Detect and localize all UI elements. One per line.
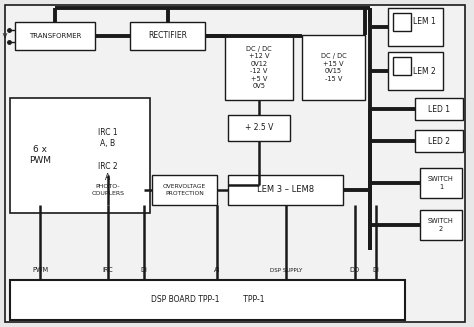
Text: IRC 1
A, B

IRC 2
A: IRC 1 A, B IRC 2 A: [98, 128, 118, 182]
Bar: [15, 22, 95, 50]
Bar: [225, 35, 293, 100]
Text: SWITCH
1: SWITCH 1: [428, 176, 454, 190]
Text: PWM: PWM: [32, 267, 48, 273]
Bar: [393, 57, 411, 75]
Text: DSP SUPPLY: DSP SUPPLY: [270, 268, 302, 273]
Bar: [152, 175, 217, 205]
Bar: [228, 175, 343, 205]
Text: DSP BOARD TPP-1          TPP-1: DSP BOARD TPP-1 TPP-1: [151, 296, 264, 304]
Bar: [130, 22, 205, 50]
Bar: [72, 175, 144, 205]
Bar: [388, 8, 443, 46]
Text: AI: AI: [214, 267, 220, 273]
Text: DC / DC
+12 V
0V12
-12 V
+5 V
0V5: DC / DC +12 V 0V12 -12 V +5 V 0V5: [246, 46, 272, 89]
Text: LEM 2: LEM 2: [413, 66, 436, 76]
Bar: [302, 35, 365, 100]
Bar: [72, 105, 144, 205]
Text: DI: DI: [373, 267, 380, 273]
Bar: [15, 105, 65, 205]
Bar: [10, 280, 405, 320]
Text: 230 V: 230 V: [0, 33, 7, 39]
Text: DI: DI: [141, 267, 147, 273]
Text: LEM 3 – LEM8: LEM 3 – LEM8: [257, 185, 314, 195]
Bar: [228, 115, 290, 141]
Text: LEM 1: LEM 1: [413, 18, 436, 26]
Bar: [420, 168, 462, 198]
Text: RECTIFIER: RECTIFIER: [148, 31, 187, 41]
Text: TRANSFORMER: TRANSFORMER: [29, 33, 81, 39]
Bar: [420, 210, 462, 240]
Text: IRC: IRC: [103, 267, 113, 273]
Text: LED 2: LED 2: [428, 136, 450, 146]
Text: PHOTO-
COUPLERS: PHOTO- COUPLERS: [91, 184, 125, 196]
Text: + 2.5 V: + 2.5 V: [245, 124, 273, 132]
Text: OVERVOLTAGE
PROTECTION: OVERVOLTAGE PROTECTION: [163, 184, 206, 196]
Text: DO: DO: [350, 267, 360, 273]
Text: DC / DC
+15 V
0V15
-15 V: DC / DC +15 V 0V15 -15 V: [320, 53, 346, 82]
Bar: [10, 98, 150, 213]
Bar: [415, 98, 463, 120]
Text: SWITCH
2: SWITCH 2: [428, 218, 454, 232]
Bar: [393, 13, 411, 31]
Bar: [415, 130, 463, 152]
Bar: [388, 52, 443, 90]
Text: LED 1: LED 1: [428, 105, 450, 113]
Text: 6 x
PWM: 6 x PWM: [29, 145, 51, 165]
